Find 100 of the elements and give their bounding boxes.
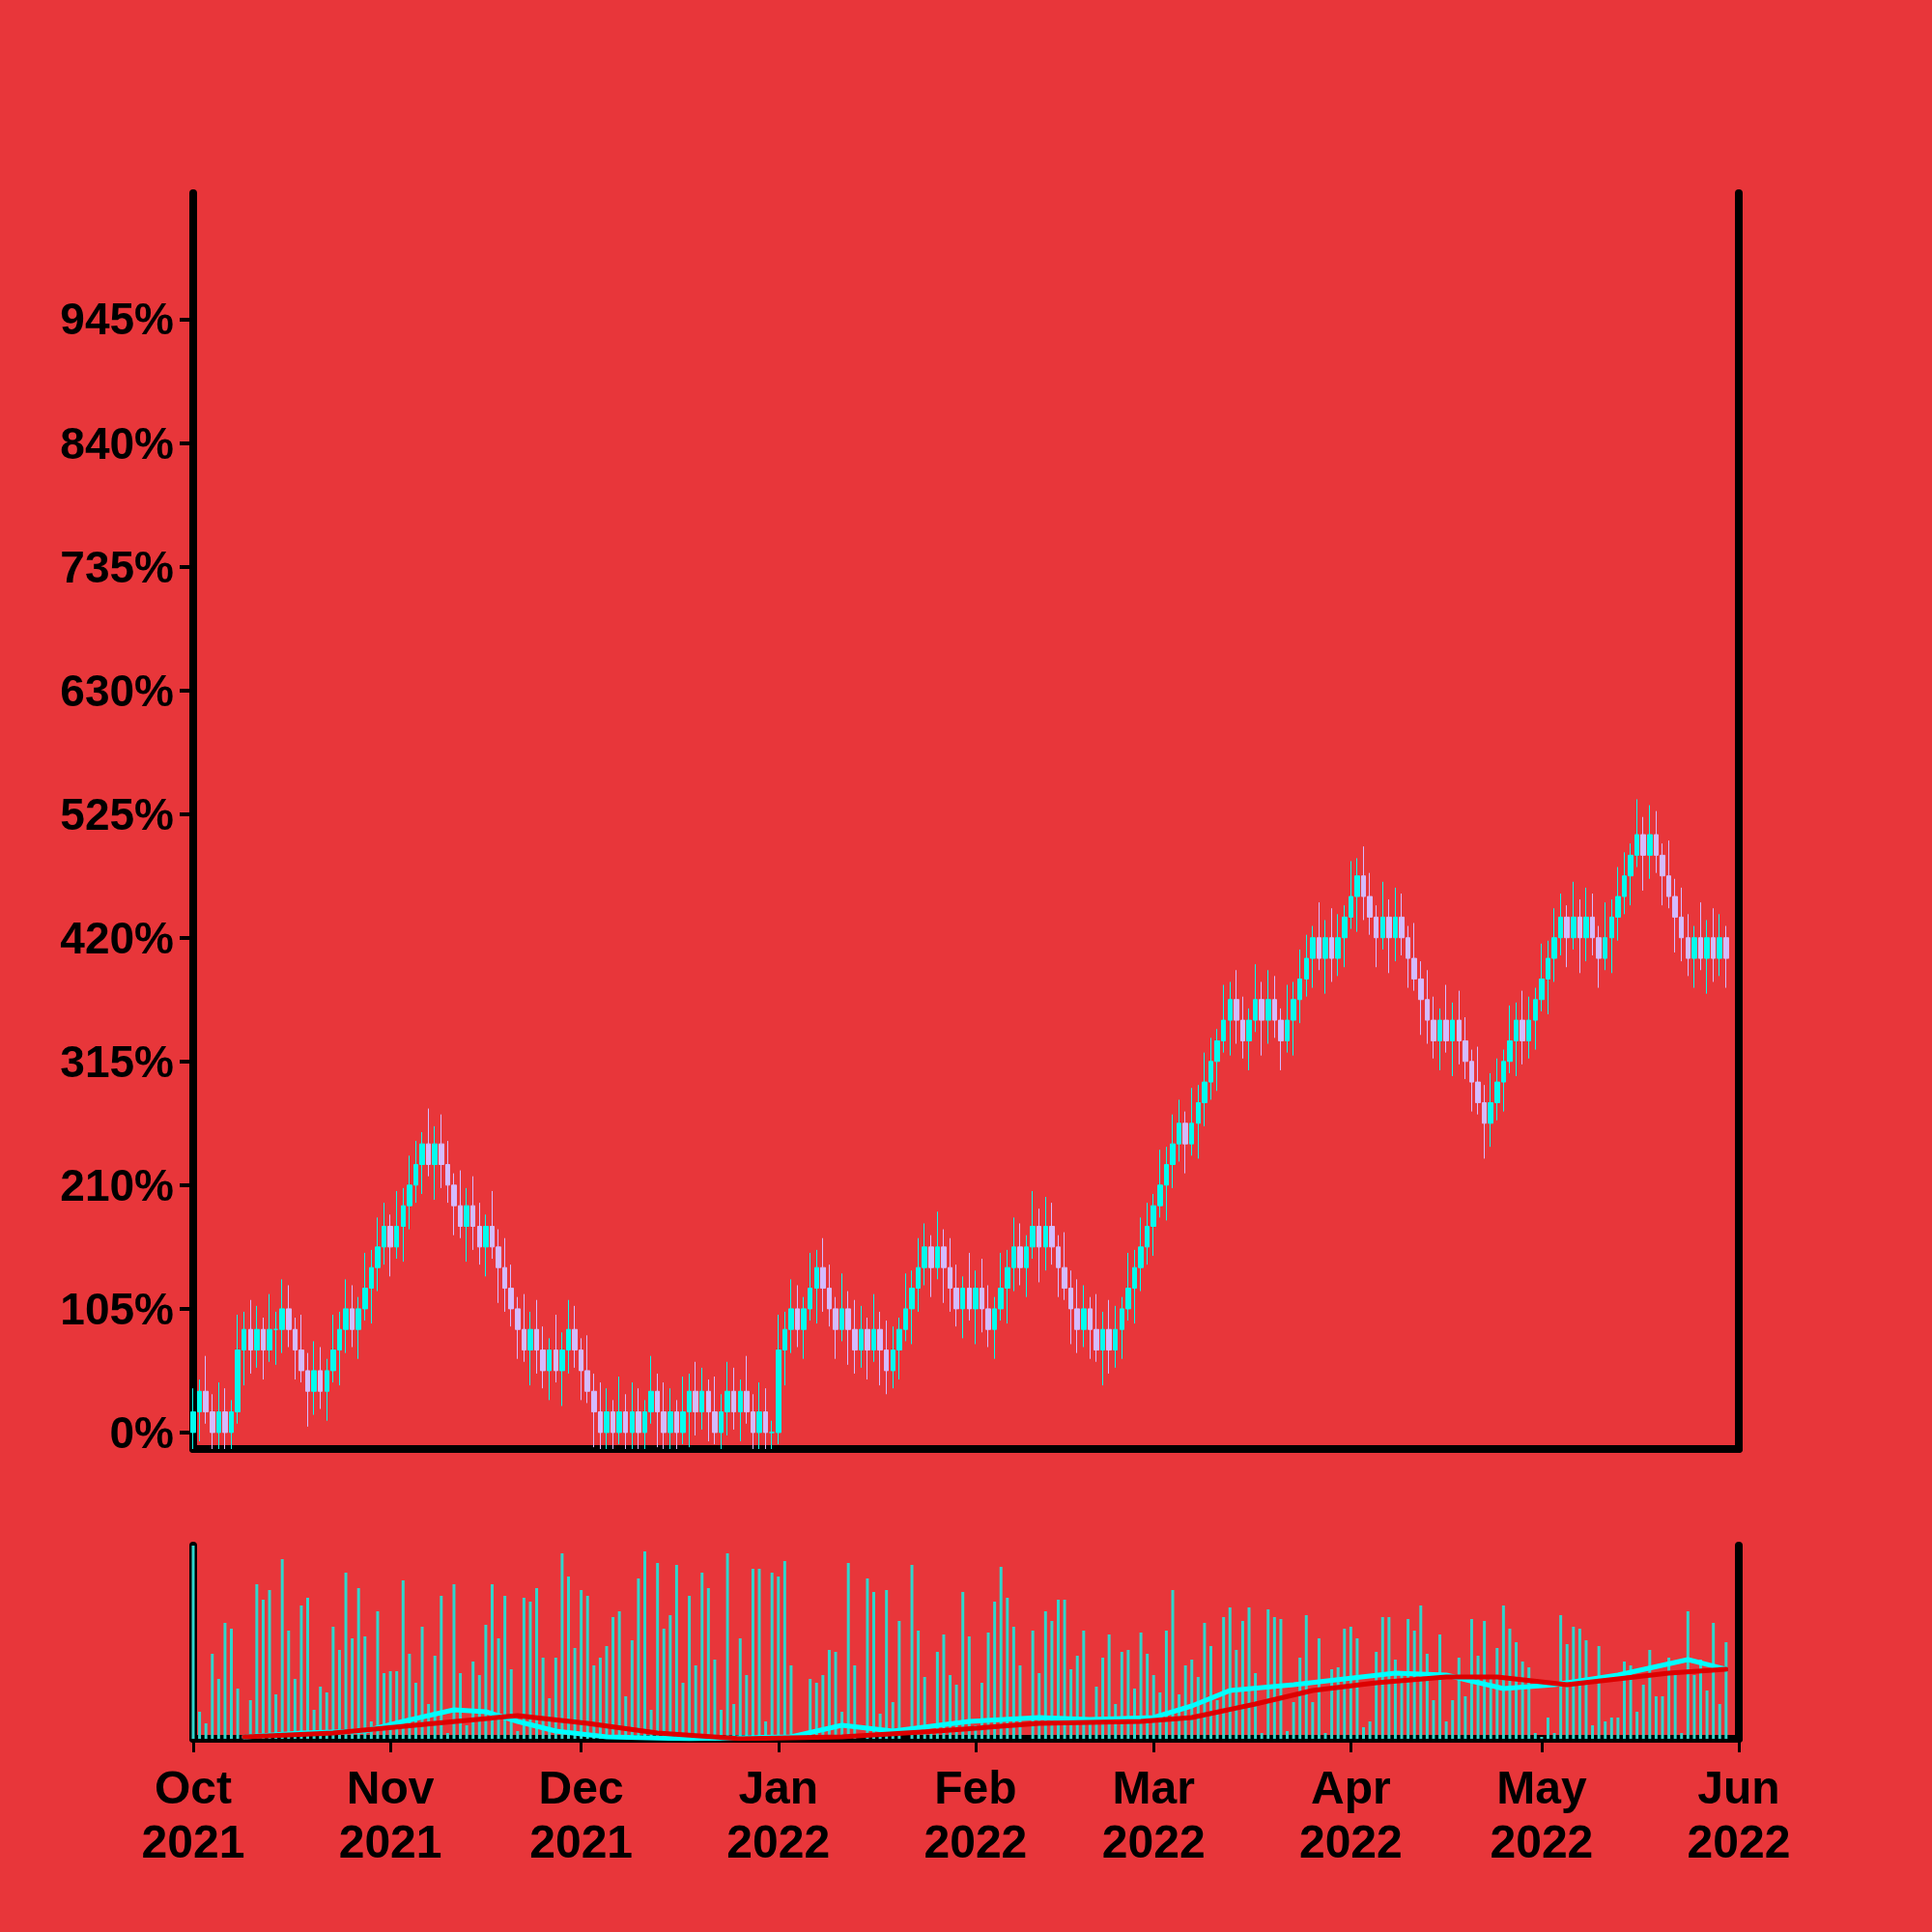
candlestick xyxy=(738,1378,743,1442)
candlestick xyxy=(470,1176,475,1251)
bar xyxy=(516,1731,520,1739)
candlestick xyxy=(1380,881,1385,951)
candlestick xyxy=(1228,980,1233,1057)
bar xyxy=(1171,1590,1175,1739)
bar xyxy=(1425,1654,1429,1739)
candlestick xyxy=(604,1387,610,1450)
bar xyxy=(1712,1623,1716,1739)
bar xyxy=(1286,1731,1290,1739)
candlestick xyxy=(1603,901,1607,971)
y-tick-label: 0% xyxy=(109,1406,174,1458)
bar xyxy=(420,1627,424,1739)
bar xyxy=(1469,1619,1473,1739)
candlestick xyxy=(731,1367,736,1431)
bar xyxy=(1616,1718,1620,1739)
candlestick xyxy=(1393,887,1398,962)
bar xyxy=(1463,1696,1467,1739)
candlestick xyxy=(763,1387,768,1450)
bar xyxy=(216,1679,220,1739)
bar xyxy=(1387,1617,1391,1739)
bar xyxy=(1680,1733,1684,1739)
bar xyxy=(1546,1718,1549,1739)
bar xyxy=(1050,1621,1054,1739)
candlestick xyxy=(261,1317,266,1380)
bar xyxy=(528,1602,532,1739)
bar xyxy=(1552,1733,1556,1739)
bar xyxy=(522,1598,526,1739)
candlestick xyxy=(693,1361,698,1436)
bar xyxy=(376,1611,380,1739)
candlestick xyxy=(432,1125,438,1201)
bar xyxy=(1705,1690,1709,1739)
bar xyxy=(1043,1611,1047,1739)
bar xyxy=(1457,1658,1461,1739)
bar xyxy=(560,1553,564,1739)
candlestick xyxy=(630,1381,635,1450)
bar xyxy=(503,1596,507,1739)
candlestick xyxy=(1723,925,1729,989)
candlestick xyxy=(623,1393,628,1450)
candlestick xyxy=(1691,925,1697,989)
candlestick xyxy=(636,1387,641,1450)
bar xyxy=(1501,1605,1505,1739)
bar xyxy=(497,1638,500,1739)
candlestick xyxy=(1329,907,1334,982)
bar xyxy=(1559,1615,1563,1739)
bar xyxy=(1483,1621,1487,1739)
candlestick xyxy=(674,1399,679,1450)
bar xyxy=(452,1584,456,1739)
bar xyxy=(942,1634,946,1739)
candlestick xyxy=(928,1235,934,1298)
bar xyxy=(465,1725,469,1739)
bar xyxy=(1438,1634,1442,1739)
bar xyxy=(725,1553,729,1739)
bar xyxy=(1673,1675,1677,1739)
candlestick xyxy=(1106,1299,1112,1375)
candlestick xyxy=(254,1305,260,1369)
candlestick xyxy=(814,1249,819,1324)
bar xyxy=(1031,1631,1035,1739)
candlestick xyxy=(935,1210,940,1280)
candlestick xyxy=(1571,881,1577,951)
bar xyxy=(1444,1721,1448,1739)
bar xyxy=(1584,1640,1588,1739)
bar xyxy=(1368,1721,1372,1739)
bar xyxy=(1565,1644,1569,1739)
candlestick xyxy=(1017,1222,1023,1286)
candlestick xyxy=(1711,907,1716,982)
bar xyxy=(1228,1607,1232,1739)
candlestick xyxy=(1182,1111,1188,1175)
candlestick xyxy=(1437,1008,1442,1071)
bar xyxy=(999,1567,1003,1739)
y-tick-label: 105% xyxy=(60,1283,174,1334)
bar xyxy=(866,1578,869,1739)
bar xyxy=(236,1689,240,1739)
bar xyxy=(306,1598,310,1739)
bar xyxy=(1279,1619,1283,1739)
candlestick xyxy=(611,1399,615,1450)
bar xyxy=(1604,1721,1607,1739)
candlestick xyxy=(1037,1208,1041,1283)
candlestick xyxy=(1564,904,1570,968)
y-tick-label: 315% xyxy=(60,1036,174,1087)
candlestick xyxy=(394,1190,399,1260)
x-tick-label: Jun 2022 xyxy=(1687,1761,1791,1867)
candlestick xyxy=(756,1381,762,1450)
bar xyxy=(1597,1646,1601,1739)
bar xyxy=(1139,1633,1143,1739)
bar xyxy=(566,1577,570,1739)
candlestick xyxy=(1322,919,1328,995)
candlestick xyxy=(1583,887,1589,962)
bar xyxy=(1317,1638,1321,1739)
candlestick xyxy=(859,1305,864,1369)
bar xyxy=(1533,1733,1537,1739)
bar xyxy=(986,1633,990,1739)
y-tick-label: 945% xyxy=(60,294,174,345)
x-tick-label: Jan 2022 xyxy=(726,1761,831,1867)
candlestick xyxy=(311,1340,317,1416)
bar xyxy=(1577,1629,1581,1739)
bar xyxy=(1011,1627,1015,1739)
bar xyxy=(1203,1623,1207,1739)
bar xyxy=(299,1605,303,1739)
bar xyxy=(1406,1619,1410,1739)
